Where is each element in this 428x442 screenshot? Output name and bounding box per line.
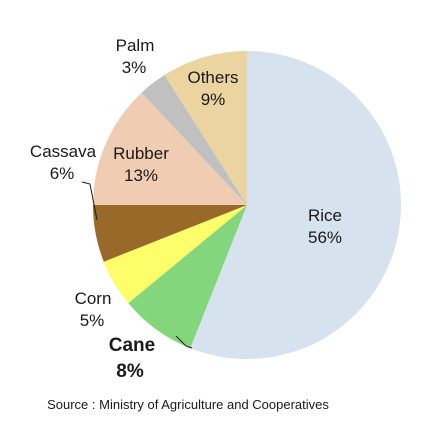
pie-slices [93,51,401,360]
slice-value-others: 9% [201,90,226,109]
slice-value-cane: 8% [116,361,144,382]
pie-slice-rice [190,51,401,360]
pie-slice-palm [141,74,247,205]
slice-label-others: Others [187,68,238,87]
slice-label-corn: Corn [75,289,112,308]
leader-line-cane [175,335,193,349]
pie-slice-cassava [93,205,247,262]
slice-value-corn: 5% [80,311,105,330]
pie-slice-cane [128,205,247,349]
leader-lines [81,181,193,349]
slice-label-rice: Rice [308,206,342,225]
pie-slice-others [164,51,247,205]
slice-label-palm: Palm [116,36,155,55]
slice-value-rice: 56% [308,228,342,247]
slice-value-cassava: 6% [50,164,75,183]
pie-slice-corn [103,205,247,304]
source-note: Source : Ministry of Agriculture and Coo… [47,397,329,412]
slice-value-palm: 3% [122,58,147,77]
slice-label-rubber: Rubber [113,144,169,163]
slice-value-rubber: 13% [124,166,158,185]
slice-label-cassava: Cassava [30,142,97,161]
slice-label-cane: Cane [109,335,155,356]
leader-line-cassava [81,181,98,221]
pie-slice-rubber [93,92,247,205]
